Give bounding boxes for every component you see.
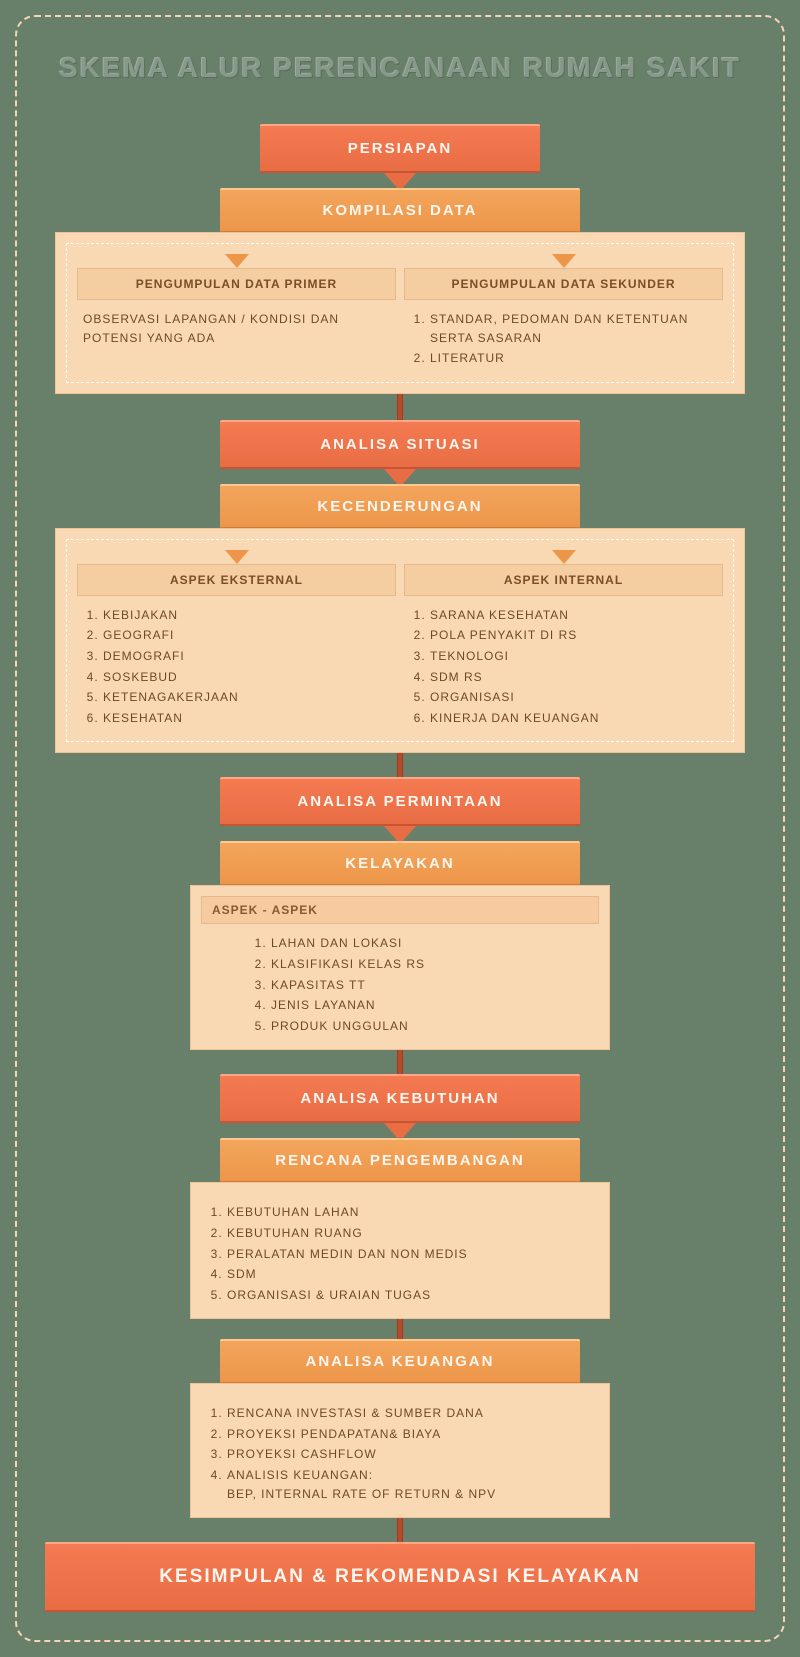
list-item: ORGANISASI — [430, 688, 717, 707]
list-item: JENIS LAYANAN — [271, 996, 593, 1015]
page-title: SKEMA ALUR PERENCANAAN RUMAH SAKIT — [45, 52, 755, 84]
list-item: KLASIFIKASI KELAS RS — [271, 955, 593, 974]
col-eksternal: ASPEK EKSTERNAL KEBIJAKAN GEOGRAFI DEMOG… — [77, 550, 396, 732]
connector — [397, 394, 403, 420]
node-kecenderungan: KECENDERUNGAN — [220, 484, 580, 529]
col-primer: PENGUMPULAN DATA PRIMER OBSERVASI LAPANG… — [77, 254, 396, 372]
node-persiapan: PERSIAPAN — [260, 124, 540, 173]
panel-rencana: KEBUTUHAN LAHAN KEBUTUHAN RUANG PERALATA… — [190, 1182, 610, 1319]
node-kompilasi: KOMPILASI DATA — [220, 188, 580, 233]
list-keuangan: RENCANA INVESTASI & SUMBER DANA PROYEKSI… — [201, 1394, 599, 1507]
subheader-internal: ASPEK INTERNAL — [404, 564, 723, 596]
arrow-icon — [552, 550, 576, 564]
subheader-sekunder: PENGUMPULAN DATA SEKUNDER — [404, 268, 723, 300]
node-analisa-kebutuhan: ANALISA KEBUTUHAN — [220, 1074, 580, 1123]
list-item: TEKNOLOGI — [430, 647, 717, 666]
subheader-primer: PENGUMPULAN DATA PRIMER — [77, 268, 396, 300]
text-primer: OBSERVASI LAPANGAN / KONDISI DAN POTENSI… — [77, 300, 396, 349]
diagram-frame: SKEMA ALUR PERENCANAAN RUMAH SAKIT PERSI… — [15, 15, 785, 1642]
node-final: KESIMPULAN & REKOMENDASI KELAYAKAN — [45, 1542, 755, 1612]
list-item: KAPASITAS TT — [271, 976, 593, 995]
list-kelayakan: LAHAN DAN LOKASI KLASIFIKASI KELAS RS KA… — [201, 924, 599, 1039]
flowchart: PERSIAPAN KOMPILASI DATA PENGUMPULAN DAT… — [45, 124, 755, 1612]
list-item: KEBUTUHAN LAHAN — [227, 1203, 593, 1222]
list-item: RENCANA INVESTASI & SUMBER DANA — [227, 1404, 593, 1423]
list-internal: SARANA KESEHATAN POLA PENYAKIT DI RS TEK… — [404, 596, 723, 732]
list-item: SARANA KESEHATAN — [430, 606, 717, 625]
list-item: ANALISIS KEUANGAN: BEP, INTERNAL RATE OF… — [227, 1466, 593, 1503]
node-analisa-situasi: ANALISA SITUASI — [220, 420, 580, 469]
panel-kelayakan: ASPEK - ASPEK LAHAN DAN LOKASI KLASIFIKA… — [190, 885, 610, 1050]
panel-kompilasi: PENGUMPULAN DATA PRIMER OBSERVASI LAPANG… — [55, 232, 745, 394]
list-item: KEBIJAKAN — [103, 606, 390, 625]
subheader-aspek: ASPEK - ASPEK — [201, 896, 599, 924]
node-rencana: RENCANA PENGEMBANGAN — [220, 1138, 580, 1183]
node-analisa-permintaan: ANALISA PERMINTAAN — [220, 777, 580, 826]
list-sekunder: STANDAR, PEDOMAN DAN KETENTUAN SERTA SAS… — [404, 300, 723, 372]
list-item: KINERJA DAN KEUANGAN — [430, 709, 717, 728]
list-item: DEMOGRAFI — [103, 647, 390, 666]
arrow-icon — [225, 254, 249, 268]
connector — [397, 1319, 403, 1339]
panel-keuangan: RENCANA INVESTASI & SUMBER DANA PROYEKSI… — [190, 1383, 610, 1518]
list-rencana: KEBUTUHAN LAHAN KEBUTUHAN RUANG PERALATA… — [201, 1193, 599, 1308]
list-item: PERALATAN MEDIN DAN NON MEDIS — [227, 1245, 593, 1264]
connector — [397, 1050, 403, 1074]
col-internal: ASPEK INTERNAL SARANA KESEHATAN POLA PEN… — [404, 550, 723, 732]
node-kelayakan: KELAYAKAN — [220, 841, 580, 886]
list-item: KESEHATAN — [103, 709, 390, 728]
list-item: LAHAN DAN LOKASI — [271, 934, 593, 953]
list-eksternal: KEBIJAKAN GEOGRAFI DEMOGRAFI SOSKEBUD KE… — [77, 596, 396, 732]
list-item: POLA PENYAKIT DI RS — [430, 626, 717, 645]
list-item: SDM — [227, 1265, 593, 1284]
connector — [397, 1518, 403, 1542]
list-item: SOSKEBUD — [103, 668, 390, 687]
list-item: PRODUK UNGGULAN — [271, 1017, 593, 1036]
list-item: STANDAR, PEDOMAN DAN KETENTUAN SERTA SAS… — [430, 310, 717, 347]
node-analisa-keuangan: ANALISA KEUANGAN — [220, 1339, 580, 1384]
connector — [397, 753, 403, 777]
list-item: KEBUTUHAN RUANG — [227, 1224, 593, 1243]
list-item: PROYEKSI PENDAPATAN& BIAYA — [227, 1425, 593, 1444]
list-item: ORGANISASI & URAIAN TUGAS — [227, 1286, 593, 1305]
col-sekunder: PENGUMPULAN DATA SEKUNDER STANDAR, PEDOM… — [404, 254, 723, 372]
list-item: LITERATUR — [430, 349, 717, 368]
list-item: KETENAGAKERJAAN — [103, 688, 390, 707]
list-item: SDM RS — [430, 668, 717, 687]
subheader-eksternal: ASPEK EKSTERNAL — [77, 564, 396, 596]
panel-kecenderungan: ASPEK EKSTERNAL KEBIJAKAN GEOGRAFI DEMOG… — [55, 528, 745, 754]
arrow-icon — [225, 550, 249, 564]
list-item: PROYEKSI CASHFLOW — [227, 1445, 593, 1464]
list-item: GEOGRAFI — [103, 626, 390, 645]
arrow-icon — [552, 254, 576, 268]
